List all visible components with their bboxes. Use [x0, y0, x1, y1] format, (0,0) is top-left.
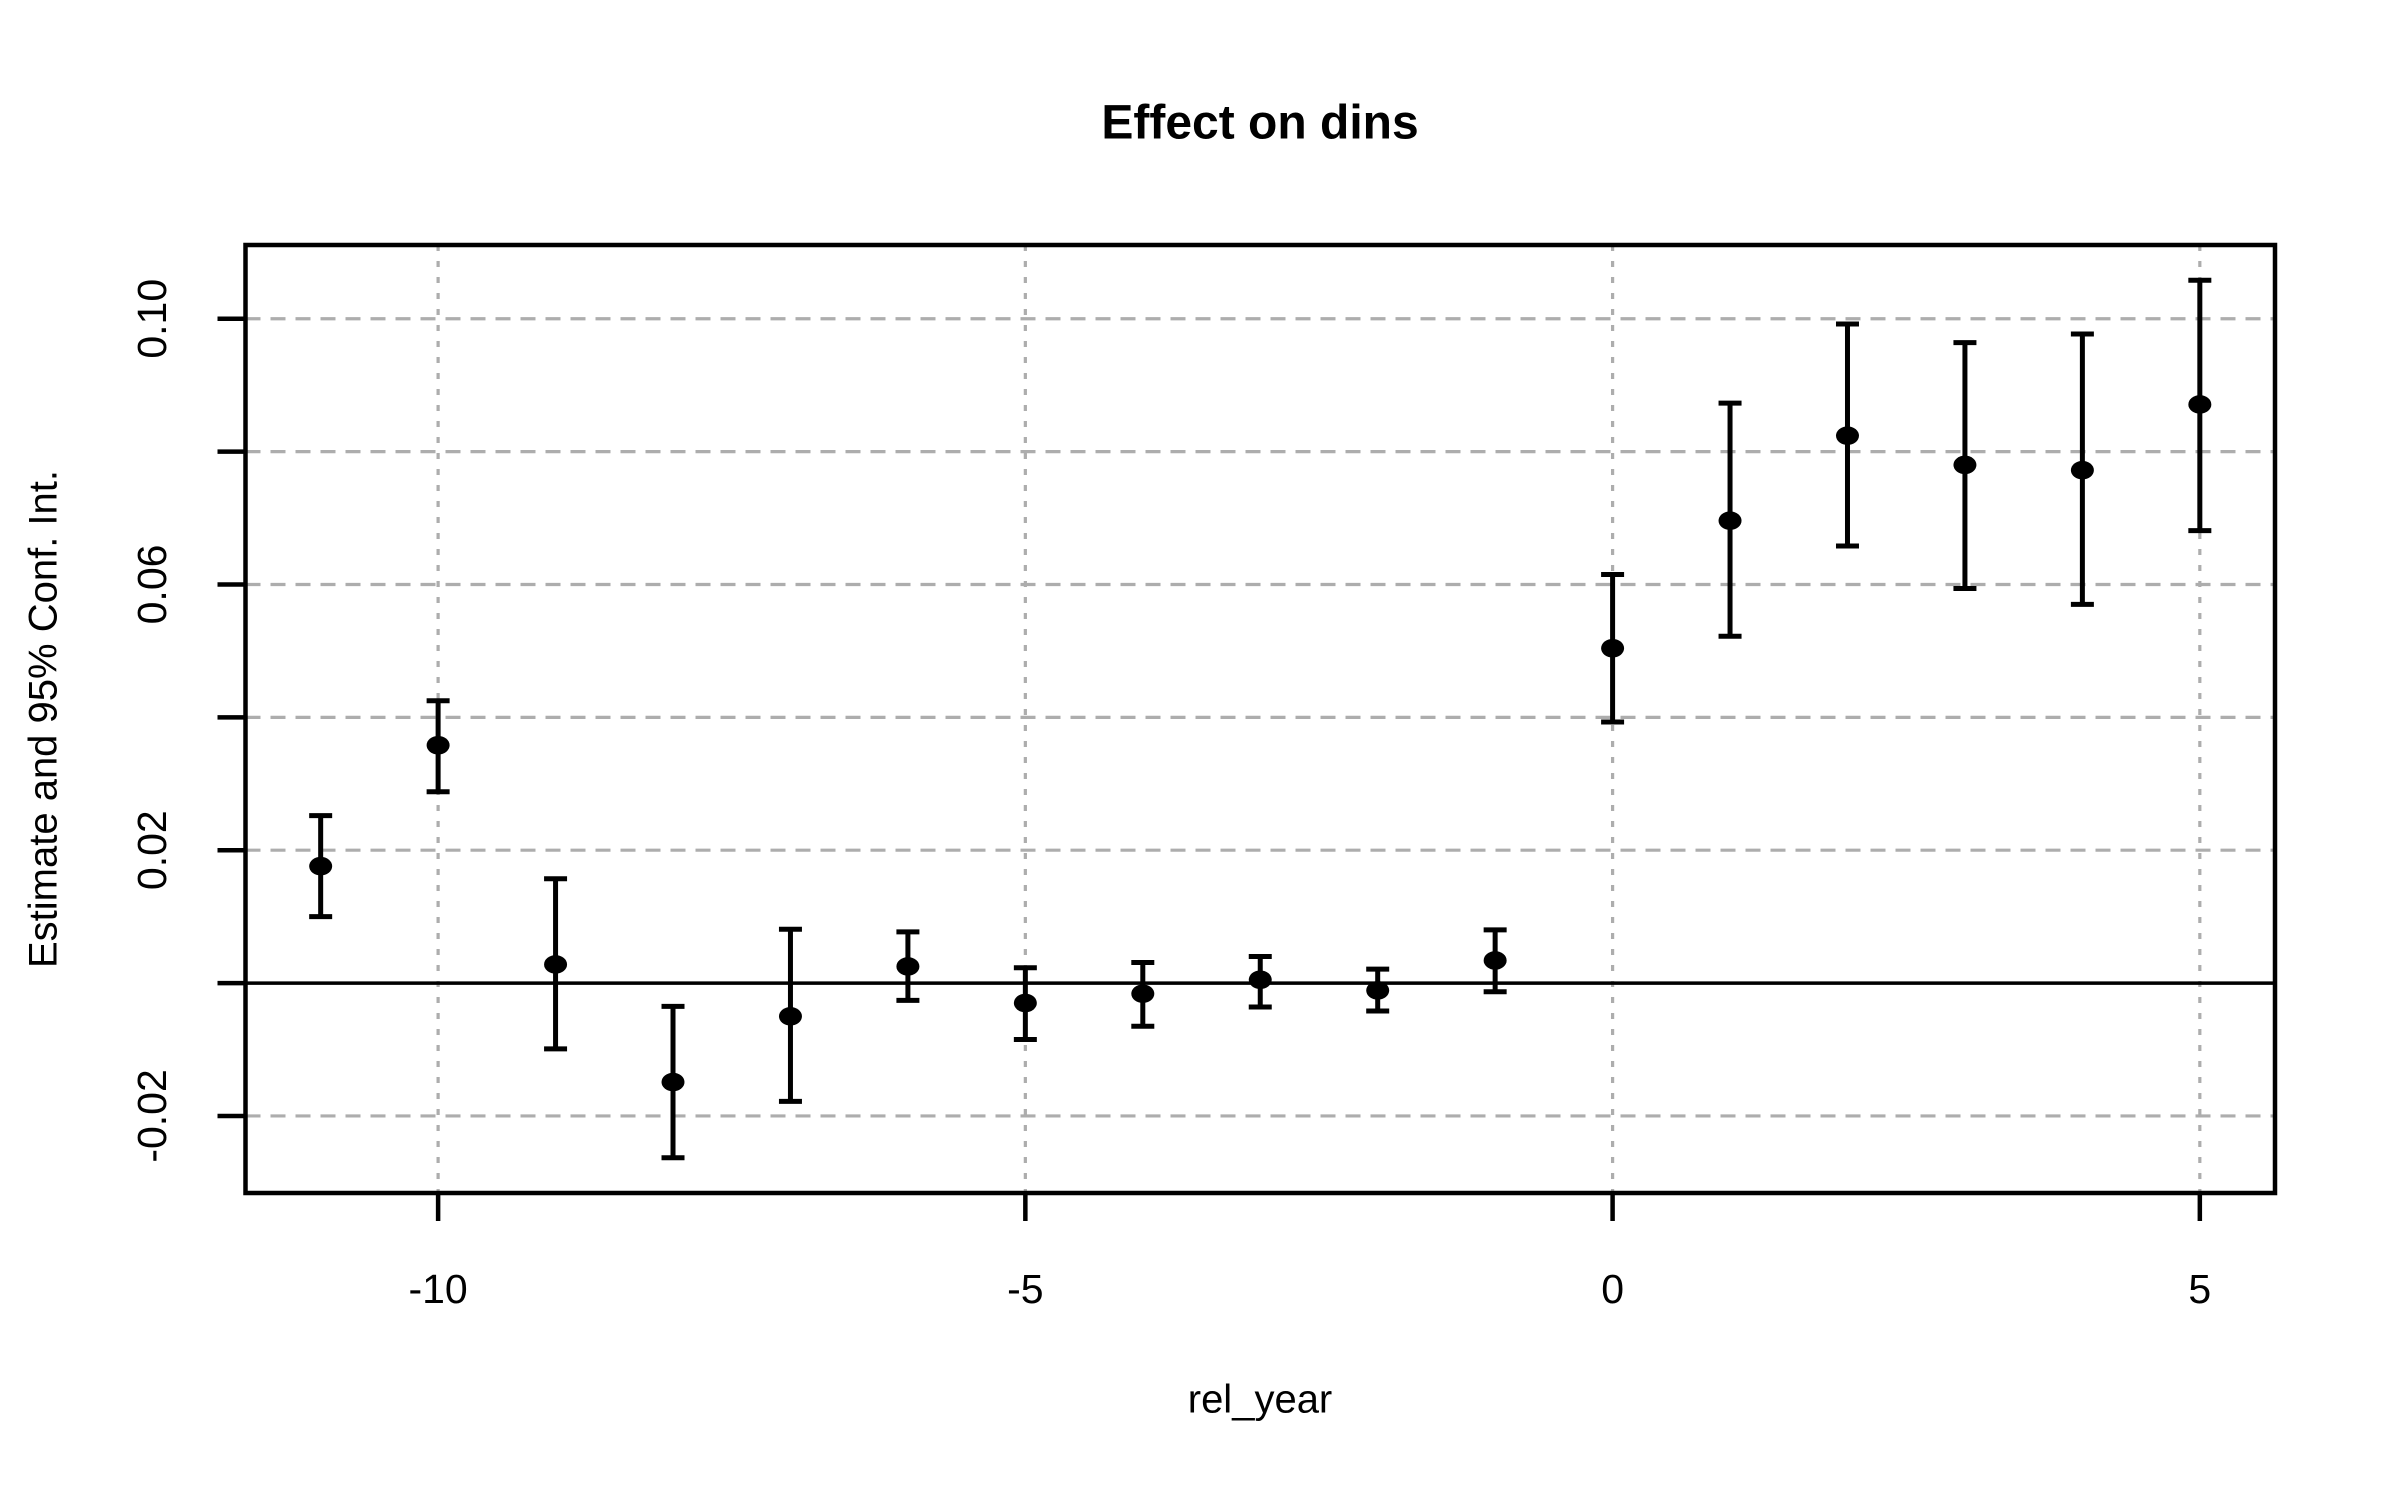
data-point [1953, 455, 1977, 475]
data-points [309, 395, 2212, 1092]
y-tick-label: -0.02 [129, 1069, 175, 1162]
data-point [896, 957, 920, 976]
data-point [1248, 970, 1272, 990]
x-axis: -10 -5 0 5 [408, 1193, 2211, 1312]
data-point [2188, 395, 2212, 414]
y-tick-label: 0.02 [129, 810, 175, 890]
data-point [1718, 511, 1742, 530]
x-axis-title: rel_year [1187, 1377, 1333, 1422]
chart-title: Effect on dins [1101, 96, 1419, 150]
data-point [544, 955, 568, 974]
x-tick-label: -10 [408, 1266, 467, 1312]
data-point [2070, 460, 2094, 480]
data-point [426, 735, 450, 755]
x-tick-label: 0 [1601, 1266, 1624, 1312]
data-point [661, 1072, 685, 1092]
data-point [1131, 984, 1155, 1004]
gridlines [245, 245, 2275, 1193]
data-point [1601, 638, 1625, 658]
y-tick-label: 0.10 [129, 279, 175, 359]
data-point [1835, 426, 1859, 445]
x-tick-label: -5 [1007, 1266, 1043, 1312]
data-point [1013, 993, 1037, 1013]
x-tick-label: 5 [2188, 1266, 2211, 1312]
data-point [1483, 951, 1507, 970]
data-point [778, 1006, 802, 1026]
y-axis-title: Estimate and 95% Conf. Int. [21, 469, 66, 969]
error-bars [309, 277, 2212, 1161]
data-point [309, 856, 333, 876]
y-tick-label: 0.06 [129, 545, 175, 625]
y-axis: 0.10 0.06 0.02 -0.02 [129, 279, 246, 1163]
data-point [1366, 981, 1390, 1000]
